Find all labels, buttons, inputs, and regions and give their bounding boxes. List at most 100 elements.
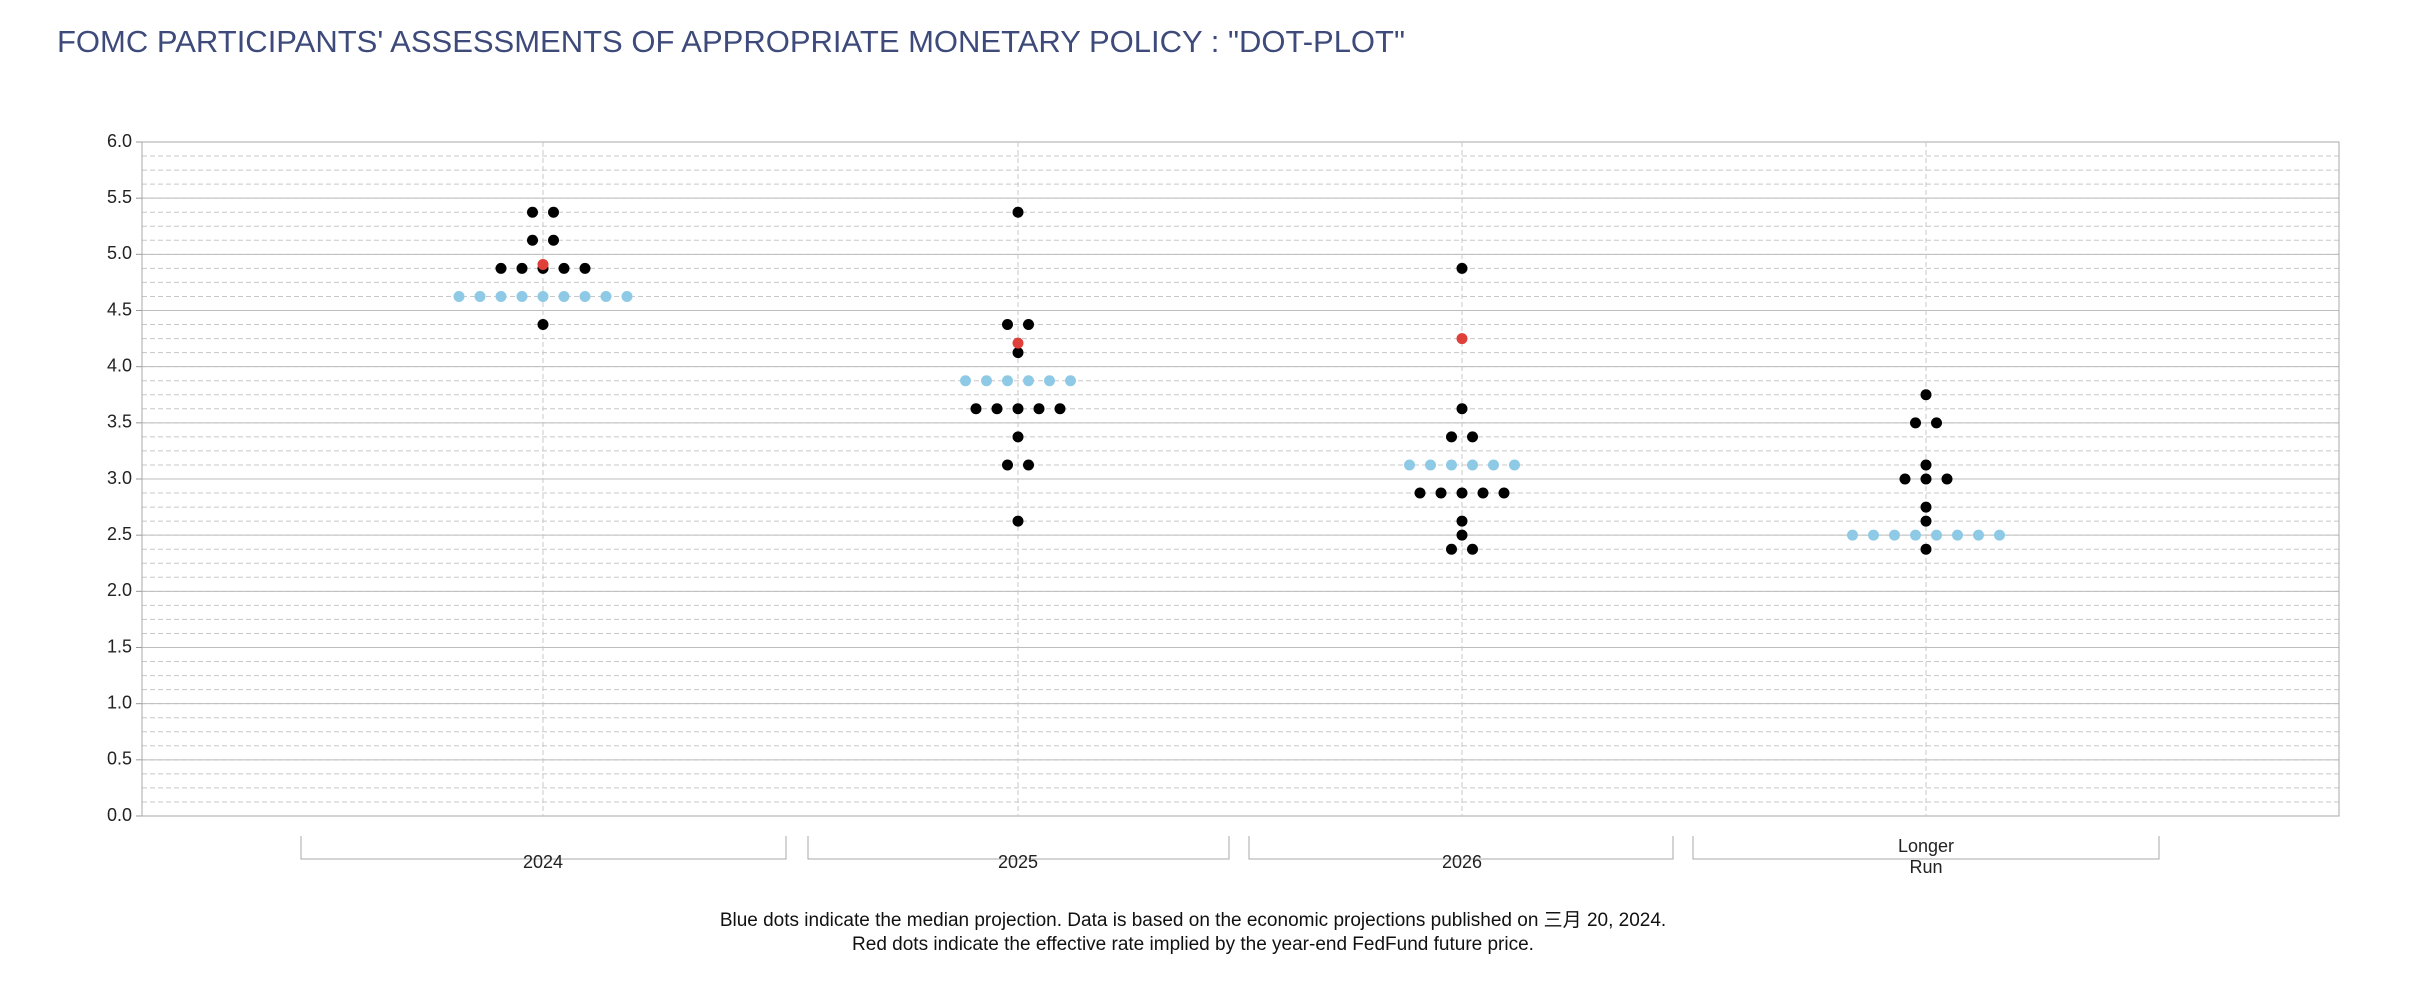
- category-bracket: [807, 836, 1230, 860]
- participant-dot: [1023, 319, 1034, 331]
- participant-dot: [1023, 459, 1034, 471]
- median-dot: [1404, 459, 1415, 471]
- participant-dot: [516, 262, 528, 274]
- participant-dot: [1456, 487, 1468, 499]
- median-dot: [1002, 375, 1013, 387]
- participant-dot: [1899, 473, 1911, 485]
- x-tick-label: 2024: [522, 852, 564, 872]
- participant-dot: [1920, 515, 1932, 527]
- participant-dot: [579, 262, 591, 274]
- median-dot: [1931, 529, 1942, 541]
- participant-dot: [991, 403, 1003, 415]
- median-dot: [960, 375, 971, 387]
- y-tick-label: 4.0: [107, 355, 132, 375]
- plot-frame: [141, 141, 2340, 817]
- median-dot: [1425, 459, 1436, 471]
- participant-dot: [1002, 459, 1013, 471]
- participant-dot: [1446, 431, 1457, 443]
- participant-dot: [1931, 417, 1942, 429]
- participant-dot: [1941, 473, 1953, 485]
- y-tick-label: 5.0: [107, 243, 132, 263]
- participant-dot: [558, 262, 570, 274]
- median-dot: [579, 290, 591, 302]
- x-tick-label: 2025: [997, 852, 1039, 872]
- median-dot: [558, 290, 570, 302]
- participant-dot: [1920, 473, 1932, 485]
- participant-dot: [495, 262, 507, 274]
- y-tick-label: 0.5: [107, 749, 132, 769]
- median-dot: [981, 375, 992, 387]
- participant-dot: [527, 206, 538, 218]
- participant-dot: [1414, 487, 1426, 499]
- category-bracket: [1692, 836, 2160, 860]
- participant-dot: [1012, 347, 1024, 359]
- participant-dot: [1012, 403, 1024, 415]
- median-dot: [1952, 529, 1963, 541]
- median-dot: [1065, 375, 1076, 387]
- y-tick-label: 2.5: [107, 524, 132, 544]
- participant-dot: [1033, 403, 1045, 415]
- participant-dot: [1920, 459, 1932, 471]
- participant-dot: [548, 206, 559, 218]
- median-dot: [1973, 529, 1984, 541]
- category-bracket: [300, 836, 787, 860]
- median-dot: [1847, 529, 1858, 541]
- median-dot: [1488, 459, 1499, 471]
- y-tick-label: 1.0: [107, 692, 132, 712]
- participant-dot: [1920, 389, 1932, 401]
- participant-dot: [1456, 515, 1468, 527]
- median-dot: [1467, 459, 1478, 471]
- participant-dot: [1435, 487, 1447, 499]
- y-tick-label: 1.5: [107, 636, 132, 656]
- median-dot: [1868, 529, 1879, 541]
- median-dot: [537, 290, 549, 302]
- participant-dot: [1012, 206, 1024, 218]
- y-tick-label: 3.5: [107, 412, 132, 432]
- median-dot: [1889, 529, 1900, 541]
- participant-dot: [1012, 431, 1024, 443]
- footnote: Blue dots indicate the median projection…: [720, 910, 1666, 931]
- participant-dot: [1446, 543, 1457, 555]
- participant-dot: [1920, 501, 1932, 513]
- participant-dot: [1910, 417, 1921, 429]
- category-bracket: [1248, 836, 1674, 860]
- y-tick-label: 3.0: [107, 468, 132, 488]
- y-tick-label: 6.0: [107, 131, 132, 151]
- median-dot: [1509, 459, 1520, 471]
- median-dot: [474, 290, 486, 302]
- implied-dot: [1456, 333, 1468, 345]
- participant-dot: [1456, 262, 1468, 274]
- participant-dot: [1477, 487, 1489, 499]
- median-dot: [516, 290, 528, 302]
- participant-dot: [1054, 403, 1066, 415]
- y-tick-label: 4.5: [107, 299, 132, 319]
- participant-dot: [970, 403, 982, 415]
- participant-dot: [1002, 319, 1013, 331]
- y-tick-label: 5.5: [107, 187, 132, 207]
- participant-dot: [1456, 529, 1468, 541]
- median-dot: [1044, 375, 1055, 387]
- participant-dot: [527, 234, 538, 246]
- participant-dot: [1467, 431, 1478, 443]
- y-tick-label: 2.0: [107, 580, 132, 600]
- participant-dot: [1012, 515, 1024, 527]
- median-dot: [1994, 529, 2005, 541]
- participant-dot: [1467, 543, 1478, 555]
- median-dot: [600, 290, 612, 302]
- median-dot: [1910, 529, 1921, 541]
- footnote: Red dots indicate the effective rate imp…: [852, 934, 1534, 955]
- x-tick-label: 2026: [1441, 852, 1483, 872]
- participant-dot: [1456, 403, 1468, 415]
- median-dot: [1446, 459, 1457, 471]
- y-tick-label: 0.0: [107, 805, 132, 825]
- median-dot: [453, 290, 465, 302]
- participant-dot: [1498, 487, 1510, 499]
- participant-dot: [548, 234, 559, 246]
- implied-dot: [537, 258, 549, 270]
- implied-dot: [1012, 337, 1024, 349]
- median-dot: [621, 290, 633, 302]
- median-dot: [1023, 375, 1034, 387]
- participant-dot: [537, 319, 549, 331]
